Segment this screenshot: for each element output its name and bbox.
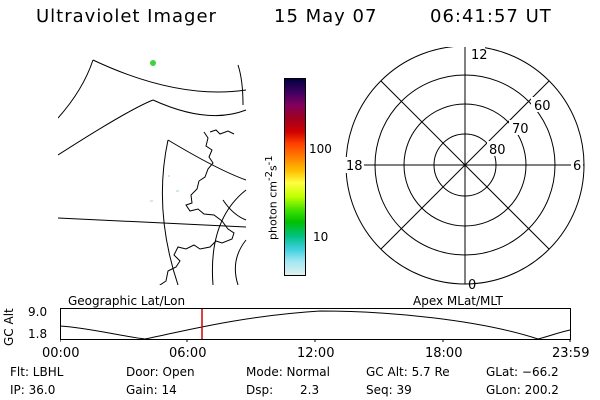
orbit-ylabel: GC Alt	[2, 308, 16, 346]
geographic-map	[58, 59, 247, 285]
polar-label-18: 18	[346, 159, 363, 174]
coastline	[209, 129, 235, 135]
door-info: Door: Open	[126, 365, 195, 379]
filter-info: Flt: LBHL	[10, 365, 64, 379]
map-grid-line	[161, 139, 179, 285]
polar-plot: 12 18 6 0 60 70 80	[344, 47, 585, 292]
coastline	[159, 131, 235, 285]
observation-time: 06:41:57 UT	[430, 6, 552, 27]
mode-info: Mode: Normal	[246, 365, 330, 379]
aurora-pixel	[176, 190, 179, 192]
orbit-xtick-label: 00:00	[42, 346, 80, 361]
glon-info: GLon: 200.2	[486, 383, 559, 397]
instrument-title: Ultraviolet Imager	[36, 6, 217, 27]
map-grid-line	[92, 59, 247, 93]
colorbar	[284, 78, 306, 276]
map-grid-line	[58, 217, 247, 228]
dsp-value: 2.3	[300, 383, 320, 397]
polar-label-6: 6	[573, 159, 581, 174]
polar-meridian	[380, 80, 550, 250]
orbit-xtick-label: 23:59	[552, 346, 590, 361]
polar-label-0: 0	[468, 278, 476, 292]
orbit-ytick-top: 9.0	[28, 305, 48, 319]
orbit-ytick-bottom: 1.8	[28, 327, 48, 341]
polar-label-80: 80	[489, 143, 506, 158]
orbit-altitude-plot	[60, 308, 571, 342]
map-grid-line	[211, 189, 247, 285]
map-grid-line	[58, 99, 154, 156]
glat-info: GLat: −66.2	[486, 365, 559, 379]
map-grid-line	[237, 64, 244, 106]
map-grid-line	[167, 139, 247, 181]
ip-info: IP: 36.0	[10, 383, 56, 397]
seq-info: Seq: 39	[366, 383, 412, 397]
map-grid-line	[58, 59, 94, 119]
map-grid-line	[152, 99, 247, 117]
bright-spot	[150, 60, 156, 66]
gain-info: Gain: 14	[126, 383, 177, 397]
map-grid-line	[222, 199, 247, 221]
colorbar-tick-10: 10	[313, 230, 329, 244]
orbit-left-title: Geographic Lat/Lon	[68, 294, 186, 308]
map-grid-line	[234, 239, 247, 285]
gc-alt-info: GC Alt: 5.7 Re	[366, 365, 450, 379]
orbit-right-title: Apex MLat/MLT	[413, 294, 503, 308]
orbit-xtick-label: 06:00	[169, 346, 207, 361]
dsp-label: Dsp:	[246, 383, 274, 397]
colorbar-tick-100: 100	[309, 142, 332, 156]
polar-label-70: 70	[512, 122, 529, 137]
orbit-xtick-label: 12:00	[297, 346, 335, 361]
aurora-pixel	[168, 175, 170, 177]
colorbar-unit-label: photon cm-2s-1	[264, 155, 280, 240]
observation-date: 15 May 07	[274, 6, 378, 27]
polar-label-12: 12	[471, 48, 488, 63]
orbit-xtick-label: 18:00	[425, 346, 463, 361]
orbit-altitude-curve	[60, 310, 571, 340]
aurora-pixel	[150, 200, 153, 202]
polar-label-60: 60	[534, 99, 551, 114]
